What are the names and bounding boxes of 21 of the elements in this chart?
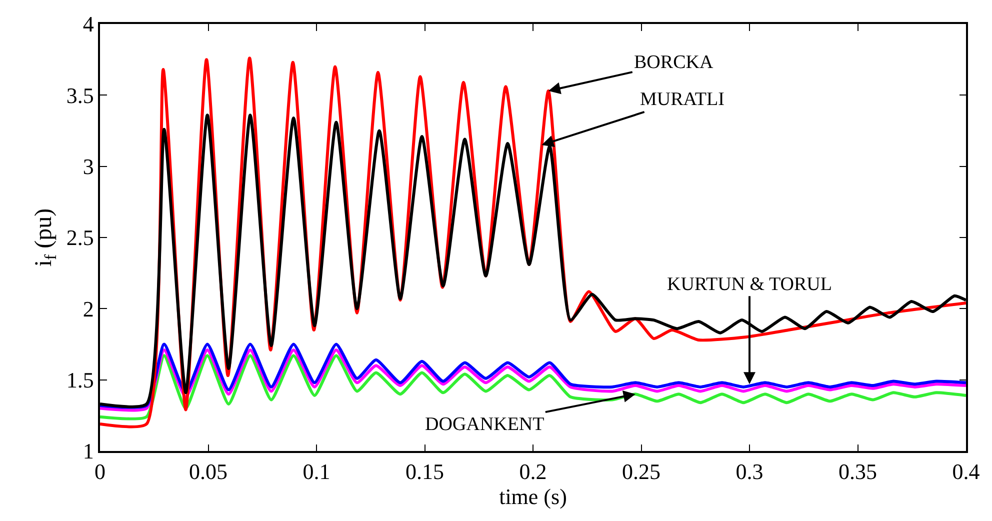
x-tick-label: 0.1 xyxy=(302,459,330,484)
y-tick-label: 1 xyxy=(82,438,94,464)
x-axis-title: time (s) xyxy=(499,484,567,510)
y-tick-label: 2 xyxy=(82,296,94,322)
y-tick-label: 4 xyxy=(82,12,94,37)
y-tick-label: 3 xyxy=(82,154,94,180)
x-tick-label: 0.3 xyxy=(736,459,764,484)
annotation: DOGANKENT xyxy=(425,414,545,435)
x-tick-label: 0.15 xyxy=(406,459,444,484)
annotation: KURTUN & TORUL xyxy=(667,274,832,295)
x-tick-label: 0.25 xyxy=(622,459,660,484)
x-tick-label: 0.35 xyxy=(838,459,877,484)
x-tick-label: 0.2 xyxy=(519,459,547,484)
x-tick-label: 0.05 xyxy=(189,459,228,484)
x-tick-label: 0.4 xyxy=(952,459,980,484)
y-tick-label: 2.5 xyxy=(66,225,94,250)
x-tick-label: 0 xyxy=(94,459,106,484)
y-tick-label: 1.5 xyxy=(66,368,94,393)
annotation: MURATLI xyxy=(640,89,724,110)
y-tick-label: 3.5 xyxy=(66,82,94,108)
annotation: BORCKA xyxy=(634,52,714,73)
